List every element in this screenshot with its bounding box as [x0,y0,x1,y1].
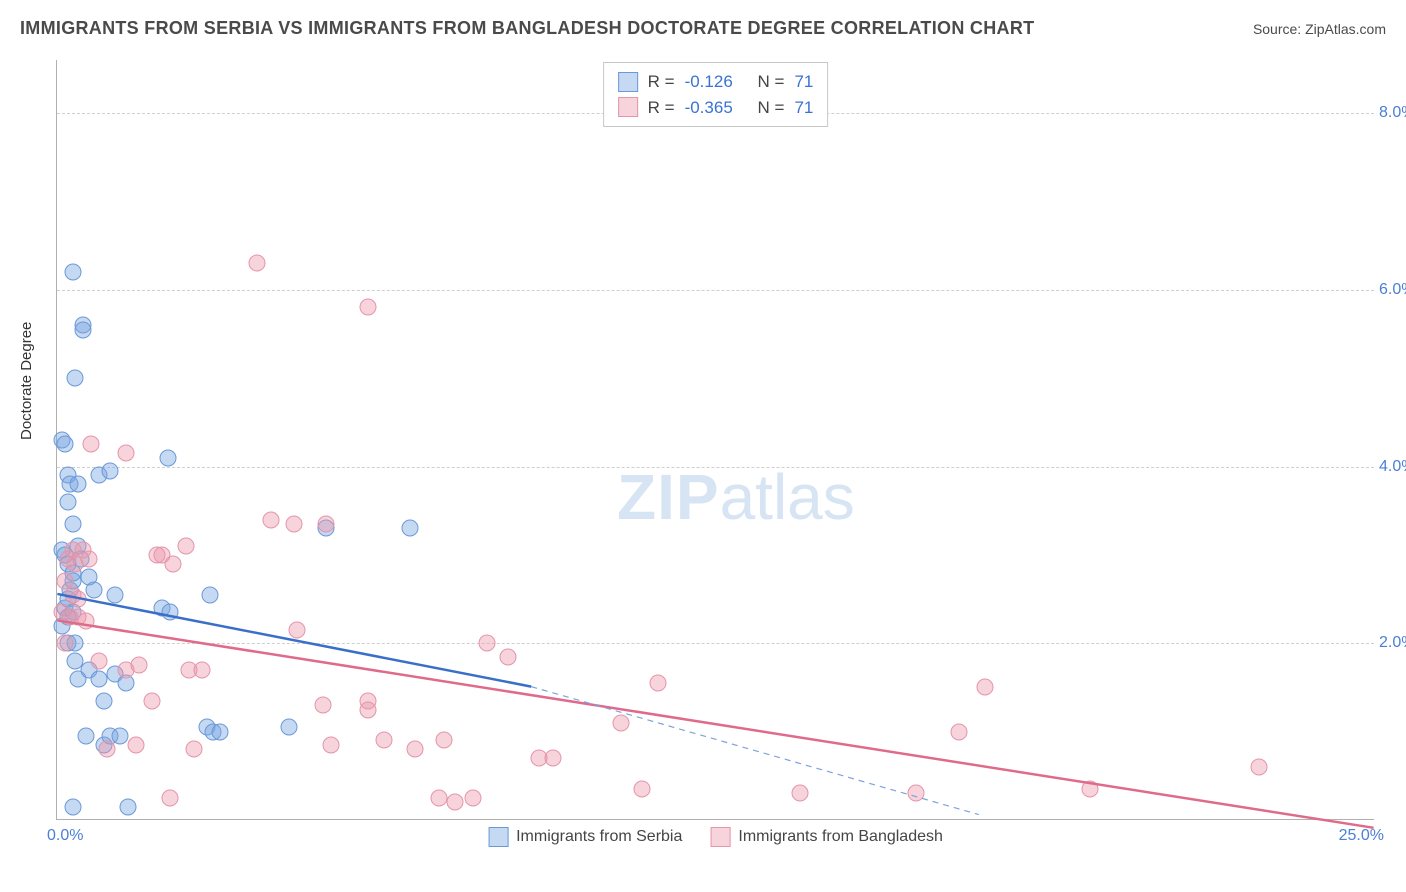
data-point-bangladesh [360,299,377,316]
data-point-bangladesh [792,785,809,802]
data-point-bangladesh [80,551,97,568]
data-point-serbia [75,321,92,338]
data-point-serbia [112,728,129,745]
data-point-bangladesh [976,679,993,696]
data-point-bangladesh [465,789,482,806]
data-point-bangladesh [478,635,495,652]
data-point-serbia [402,520,419,537]
data-point-bangladesh [950,723,967,740]
data-point-bangladesh [360,701,377,718]
data-point-bangladesh [186,741,203,758]
data-point-bangladesh [315,697,332,714]
data-point-bangladesh [436,732,453,749]
trend-lines [57,60,1374,819]
data-point-bangladesh [447,794,464,811]
data-point-serbia [201,586,218,603]
title-bar: IMMIGRANTS FROM SERBIA VS IMMIGRANTS FRO… [20,18,1386,39]
data-point-bangladesh [128,736,145,753]
data-point-bangladesh [544,750,561,767]
data-point-bangladesh [262,511,279,528]
data-point-bangladesh [286,515,303,532]
data-point-bangladesh [613,714,630,731]
y-tick-label: 6.0% [1379,281,1406,299]
correlation-legend: R = -0.126 N = 71 R = -0.365 N = 71 [603,62,829,127]
data-point-bangladesh [117,445,134,462]
data-point-bangladesh [650,675,667,692]
data-point-bangladesh [162,789,179,806]
legend-row-serbia: R = -0.126 N = 71 [618,69,814,95]
data-point-serbia [106,586,123,603]
series-legend: Immigrants from Serbia Immigrants from B… [488,827,943,847]
y-tick-label: 4.0% [1379,458,1406,476]
data-point-bangladesh [193,661,210,678]
swatch-serbia [618,72,638,92]
data-point-bangladesh [317,515,334,532]
chart-title: IMMIGRANTS FROM SERBIA VS IMMIGRANTS FRO… [20,18,1034,39]
y-axis-label: Doctorate Degree [18,322,35,440]
data-point-bangladesh [143,692,160,709]
source-label: Source: ZipAtlas.com [1253,21,1386,37]
data-point-bangladesh [1082,781,1099,798]
data-point-serbia [159,449,176,466]
data-point-serbia [70,476,87,493]
swatch-serbia [488,827,508,847]
legend-item-bangladesh: Immigrants from Bangladesh [710,827,943,847]
data-point-bangladesh [323,736,340,753]
data-point-bangladesh [407,741,424,758]
swatch-bangladesh [710,827,730,847]
data-point-bangladesh [249,255,266,272]
data-point-bangladesh [375,732,392,749]
data-point-serbia [91,670,108,687]
data-point-serbia [101,462,118,479]
data-point-serbia [162,604,179,621]
data-point-bangladesh [83,436,100,453]
data-point-bangladesh [178,538,195,555]
data-point-serbia [96,692,113,709]
data-point-serbia [280,719,297,736]
y-tick-label: 2.0% [1379,634,1406,652]
data-point-bangladesh [288,622,305,639]
data-point-serbia [67,370,84,387]
data-point-serbia [59,493,76,510]
data-point-serbia [77,728,94,745]
data-point-bangladesh [164,555,181,572]
data-point-bangladesh [634,781,651,798]
data-point-bangladesh [77,613,94,630]
plot-area: ZIPatlas R = -0.126 N = 71 R = -0.365 N … [56,60,1374,820]
data-point-bangladesh [499,648,516,665]
legend-item-serbia: Immigrants from Serbia [488,827,682,847]
data-point-bangladesh [91,652,108,669]
legend-row-bangladesh: R = -0.365 N = 71 [618,95,814,121]
data-point-serbia [85,582,102,599]
data-point-serbia [212,723,229,740]
data-point-serbia [64,264,81,281]
x-tick-max: 25.0% [1339,827,1384,845]
data-point-serbia [56,436,73,453]
data-point-bangladesh [56,635,73,652]
data-point-bangladesh [130,657,147,674]
y-tick-label: 8.0% [1379,104,1406,122]
data-point-bangladesh [1251,758,1268,775]
data-point-bangladesh [70,591,87,608]
data-point-serbia [64,798,81,815]
watermark: ZIPatlas [617,460,855,534]
swatch-bangladesh [618,97,638,117]
data-point-bangladesh [908,785,925,802]
data-point-bangladesh [99,741,116,758]
data-point-serbia [64,515,81,532]
x-tick-min: 0.0% [47,827,83,845]
data-point-serbia [120,798,137,815]
data-point-bangladesh [431,789,448,806]
